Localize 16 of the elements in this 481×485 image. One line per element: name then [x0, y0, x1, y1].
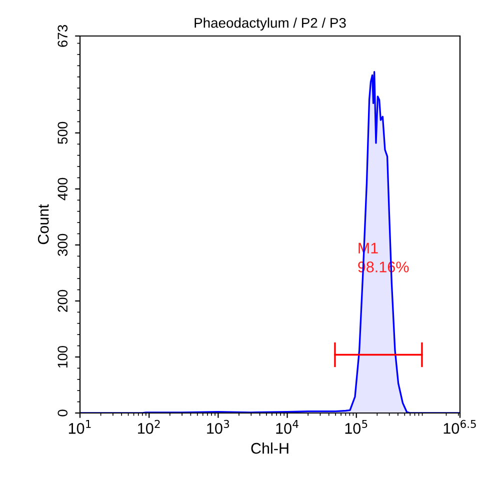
- x-tick-label: 10$^{4}$: [276, 420, 298, 434]
- y-tick-label: 673: [58, 25, 68, 47]
- x-tick-label: 10$^{3}$: [207, 420, 230, 434]
- x-tick-label: 10$^{6.5}$: [444, 420, 476, 434]
- chart-title: Phaeodactylum / P2 / P3: [194, 18, 346, 31]
- y-tick-label: 400: [58, 178, 68, 200]
- x-tick-label: 10$^{5}$: [345, 420, 368, 434]
- x-axis-title: Chl-H: [251, 442, 288, 454]
- y-tick-label: 500: [58, 122, 68, 144]
- x-tick-label: 10$^{1}$: [68, 420, 91, 434]
- y-tick-label: 200: [58, 290, 68, 312]
- x-tick-label: 10$^{2}$: [138, 420, 160, 434]
- y-tick-label: 0: [58, 410, 68, 416]
- y-tick-label: 300: [58, 234, 68, 256]
- y-tick-label: 100: [58, 346, 68, 368]
- y-axis-title: Count: [38, 204, 49, 244]
